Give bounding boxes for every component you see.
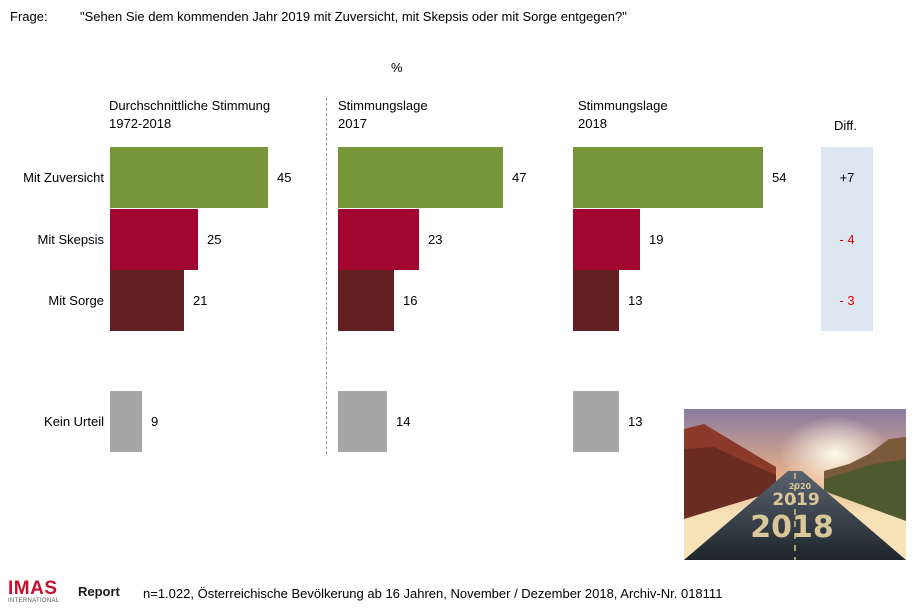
bar: [338, 147, 503, 208]
diff-value: - 3: [839, 292, 855, 308]
diff-value: - 4: [839, 231, 855, 247]
bar: [573, 270, 619, 331]
bar-value-label: 25: [207, 231, 222, 247]
bar: [573, 209, 640, 270]
bar-value-label: 14: [396, 413, 411, 429]
column-divider: [326, 98, 327, 454]
category-label: Mit Zuversicht: [23, 169, 104, 185]
bar: [110, 209, 198, 270]
diff-value: +7: [839, 169, 855, 185]
diff-title: Diff.: [834, 118, 857, 133]
bar-value-label: 19: [649, 231, 664, 247]
bar: [110, 391, 142, 452]
bar: [110, 147, 268, 208]
imas-report-logo: IMAS Report INTERNATIONAL: [8, 578, 128, 608]
bar-value-label: 47: [512, 169, 527, 185]
bar-value-label: 21: [193, 292, 208, 308]
diff-box: [821, 147, 873, 331]
bar-value-label: 54: [772, 169, 787, 185]
bar-value-label: 9: [151, 413, 159, 429]
road-2018-photo: 2020 2019 2018: [684, 409, 906, 560]
road-text-2018: 2018: [750, 510, 834, 545]
category-label: Kein Urteil: [44, 413, 104, 429]
bar: [338, 209, 419, 270]
bar-value-label: 13: [628, 413, 643, 429]
bar-value-label: 13: [628, 292, 643, 308]
logo-wordmark: IMAS: [8, 578, 58, 599]
logo-report-text: Report: [78, 584, 120, 599]
category-label: Mit Sorge: [48, 292, 104, 308]
series-title-2: Stimmungslage 2017: [338, 98, 428, 131]
series-title-1: Durchschnittliche Stimmung 1972-2018: [109, 98, 271, 131]
series-title-3: Stimmungslage 2018: [578, 98, 668, 131]
road-photo-graphic: 2020 2019 2018: [684, 409, 906, 560]
bar-value-label: 45: [277, 169, 292, 185]
logo-subtext: INTERNATIONAL: [8, 598, 60, 604]
bar: [338, 270, 394, 331]
question-label: Frage:: [10, 9, 48, 24]
bar: [110, 270, 184, 331]
road-text-2019: 2019: [772, 490, 819, 510]
unit-label: %: [391, 60, 403, 75]
bar: [338, 391, 387, 452]
footer-note: n=1.022, Österreichische Bevölkerung ab …: [143, 586, 723, 601]
category-label: Mit Skepsis: [37, 231, 104, 247]
bar-value-label: 23: [428, 231, 443, 247]
bar: [573, 147, 763, 208]
bar-value-label: 16: [403, 292, 418, 308]
question-text: "Sehen Sie dem kommenden Jahr 2019 mit Z…: [80, 9, 627, 24]
road-text-2020: 2020: [789, 482, 812, 491]
bar: [573, 391, 619, 452]
